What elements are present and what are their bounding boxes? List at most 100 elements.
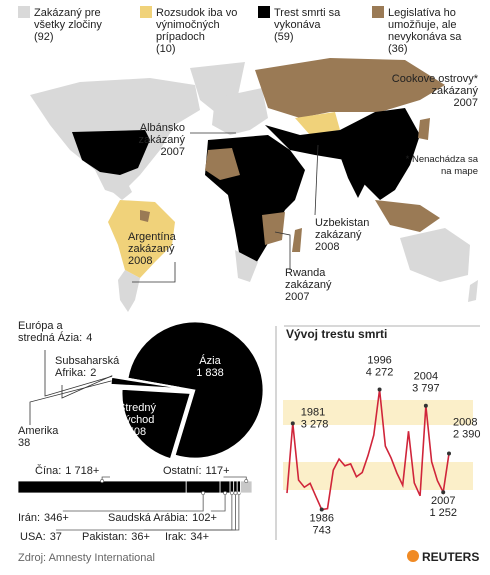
text-line: stredná Ázia: xyxy=(18,331,82,344)
leader-dot xyxy=(244,479,249,483)
text-line: Rozsudok iba vo xyxy=(156,7,237,19)
text-line: zakázaný xyxy=(285,279,332,291)
bar-value: 37 xyxy=(50,531,62,543)
map-region xyxy=(140,210,150,222)
map-region xyxy=(118,270,140,312)
logo: REUTERS xyxy=(422,550,479,564)
line-series xyxy=(286,389,450,511)
point-label: 1 252 xyxy=(429,507,457,519)
text-line: * Nenachádza sa xyxy=(406,154,479,165)
legend-count: (36) xyxy=(388,43,408,55)
pie-value: 2 xyxy=(90,367,96,379)
legend-swatch xyxy=(372,6,384,18)
world-map xyxy=(30,58,478,312)
point xyxy=(290,421,295,426)
text-line: Zakázaný pre xyxy=(34,7,101,19)
bar-label: Irak: xyxy=(165,531,186,543)
map-region xyxy=(72,130,150,175)
text-line: umožňuje, ale xyxy=(388,19,457,31)
point-label: 3 278 xyxy=(301,418,329,430)
map-region xyxy=(338,150,372,198)
point-year: 2007 xyxy=(431,495,455,507)
text-line: všetky zločiny xyxy=(34,19,102,31)
point xyxy=(423,403,428,408)
text-line: Subsaharská xyxy=(55,355,120,367)
leader-dot xyxy=(229,491,234,495)
text-line: na mape xyxy=(441,166,478,177)
text-line: Rwanda xyxy=(285,267,326,279)
text-line: Cookove ostrovy* xyxy=(392,73,479,85)
map-region xyxy=(255,58,445,118)
point-year: 1981 xyxy=(301,406,325,418)
bar-value: 346+ xyxy=(44,512,69,524)
legend-label: Zakázaný pre všetky zločiny xyxy=(34,7,102,31)
leader-dot xyxy=(201,491,206,495)
leader-line xyxy=(62,493,204,512)
annotation-leaders xyxy=(132,132,319,283)
pie-label: Ázia xyxy=(199,354,221,367)
text-line: Argentína xyxy=(128,231,177,243)
text-line: zakázaný xyxy=(432,85,479,97)
text-line: 2007 xyxy=(285,291,309,303)
point-year: 1986 xyxy=(309,513,333,525)
map-region xyxy=(235,250,258,282)
bar-value: 36+ xyxy=(131,531,150,543)
leader-dot xyxy=(236,491,241,495)
point-year: 1996 xyxy=(367,355,391,367)
map-annotation: * Nenachádza sa na mape xyxy=(406,154,479,177)
leader-line xyxy=(203,493,240,531)
text-line: výnimočných xyxy=(156,19,220,31)
leader-dot xyxy=(233,491,238,495)
text-line: 2007 xyxy=(454,97,478,109)
map-region xyxy=(205,148,240,180)
bar-value: 1 718+ xyxy=(65,465,99,477)
map-region xyxy=(295,112,340,135)
leader-line xyxy=(29,380,112,425)
point-label: 3 797 xyxy=(412,383,440,395)
pie-slice xyxy=(110,377,180,389)
map-region xyxy=(400,228,470,282)
point-label: 4 272 xyxy=(366,367,394,379)
pie-label: Európa a stredná Ázia: xyxy=(18,320,82,344)
text-line: východ xyxy=(120,414,155,426)
leader-line xyxy=(44,350,113,397)
map-annotation: Albánsko zakázaný 2007 xyxy=(139,122,186,158)
leader-line xyxy=(274,231,291,270)
legend-count: (92) xyxy=(34,31,54,43)
legend-label: Rozsudok iba vo výnimočných prípadoch xyxy=(156,7,237,43)
legend-label: Trest smrti sa vykonáva xyxy=(274,7,341,31)
legend-count: (10) xyxy=(156,43,176,55)
point xyxy=(441,490,446,495)
text-line: 2008 xyxy=(315,241,339,253)
line-title: Vývoj trestu smrti xyxy=(286,327,387,341)
text-line: zakázaný xyxy=(315,229,362,241)
map-region xyxy=(292,228,302,252)
map-annotation: Rwanda zakázaný 2007 xyxy=(285,267,332,303)
map-region xyxy=(108,200,175,278)
map-region xyxy=(262,212,285,245)
map-annotation: Argentína zakázaný 2008 xyxy=(128,231,177,267)
leader-line xyxy=(210,493,226,512)
leader-line xyxy=(132,262,176,283)
legend-count: (59) xyxy=(274,31,294,43)
legend-swatch xyxy=(18,6,30,18)
text-line: Legislatíva ho xyxy=(388,7,456,19)
pie-slice xyxy=(121,389,191,460)
pie-value: 508 xyxy=(128,426,146,438)
source: Zdroj: Amnesty International xyxy=(18,552,155,564)
bar-label: Čína: xyxy=(35,464,61,477)
text-line: Trest smrti sa xyxy=(274,7,341,19)
pie-label: Stredný východ xyxy=(118,402,156,426)
leader-dot xyxy=(223,491,227,495)
point-label: 2 390 xyxy=(453,429,481,441)
map-annotation: Cookove ostrovy* zakázaný 2007 xyxy=(392,73,479,109)
point xyxy=(377,387,382,392)
map-region xyxy=(468,280,478,302)
leader-line xyxy=(61,375,113,399)
leader-dot xyxy=(100,479,105,483)
pie-slice xyxy=(127,321,264,459)
text-line: Stredný xyxy=(118,402,156,414)
bar-label: USA: xyxy=(20,531,46,543)
legend-swatch xyxy=(258,6,270,18)
